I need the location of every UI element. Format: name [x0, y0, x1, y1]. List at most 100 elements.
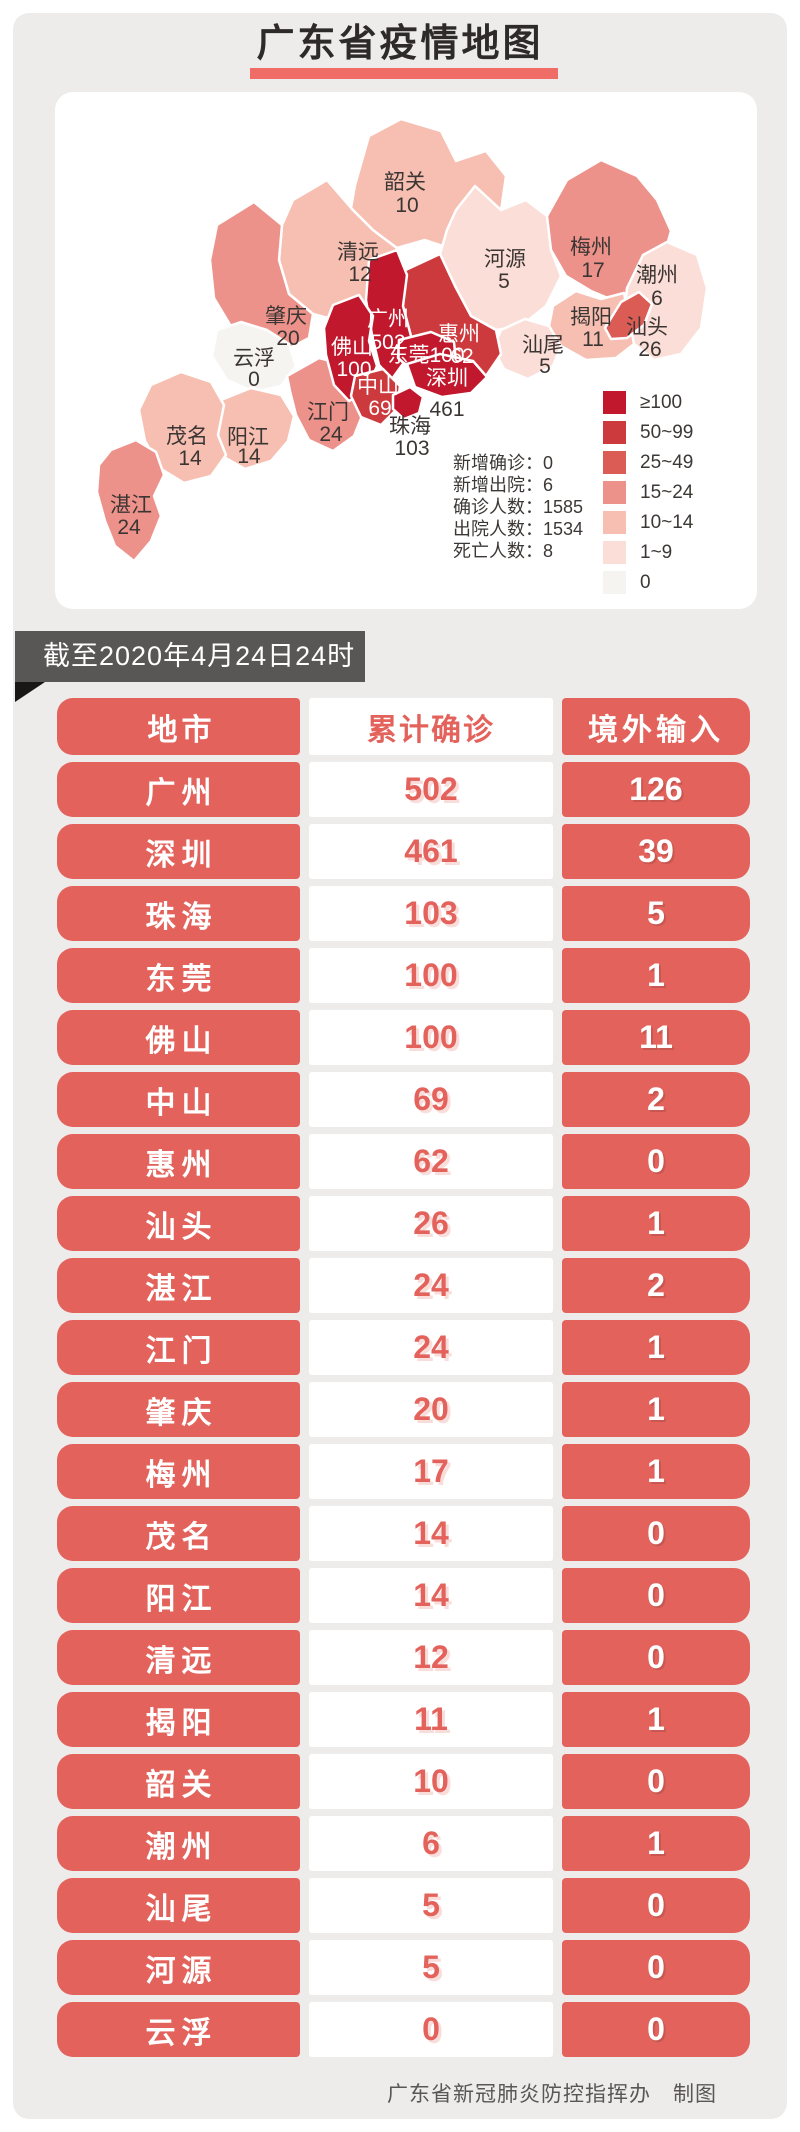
- city-name-cell: 东莞: [57, 948, 300, 1003]
- imported-cell: 0: [562, 1940, 750, 1995]
- city-name-cell: 惠州: [57, 1134, 300, 1189]
- map-label-value: 502: [370, 331, 405, 354]
- region-zhuhai: [391, 385, 425, 421]
- map-label-value: 5: [498, 270, 510, 293]
- page-title: 广东省疫情地图: [256, 23, 544, 65]
- cases-table: 地市 累计确诊 境外输入 广州 502 126 深圳 461 39 珠海 103 5 东莞 100 1 佛山 1…: [57, 698, 750, 2064]
- table-row: 阳江 14 0: [57, 1568, 750, 1623]
- legend-swatch: [603, 451, 626, 474]
- table-row: 茂名 14 0: [57, 1506, 750, 1561]
- stat-line: 新增出院：6: [453, 475, 554, 495]
- city-name-cell: 珠海: [57, 886, 300, 941]
- stat-line: 确诊人数：1585: [453, 497, 584, 517]
- legend-label: 50~99: [640, 421, 694, 443]
- date-banner: 截至2020年4月24日24时: [15, 631, 365, 682]
- map-label-value: 24: [319, 423, 343, 446]
- city-name-cell: 阳江: [57, 1568, 300, 1623]
- imported-cell: 0: [562, 1506, 750, 1561]
- confirmed-cell: 502: [309, 762, 553, 817]
- map-label-name: 潮州: [636, 264, 678, 287]
- region-yangjiang: [205, 386, 296, 471]
- city-name-cell: 肇庆: [57, 1382, 300, 1437]
- table-row: 江门 24 1: [57, 1320, 750, 1375]
- confirmed-cell: 11: [309, 1692, 553, 1747]
- confirmed-cell: 0: [309, 2002, 553, 2057]
- map-label-name: 汕尾: [522, 334, 564, 357]
- map-label-name: 深圳: [426, 367, 468, 390]
- map-label-value: 69: [368, 397, 391, 420]
- map-label-value: 103: [394, 437, 429, 460]
- map-label-value: 14: [178, 447, 202, 470]
- city-name-cell: 韶关: [57, 1754, 300, 1809]
- city-name-cell: 江门: [57, 1320, 300, 1375]
- table-header-row: 地市 累计确诊 境外输入: [57, 698, 750, 755]
- map-label-value: 20: [276, 327, 299, 350]
- city-name-cell: 揭阳: [57, 1692, 300, 1747]
- legend-swatch: [603, 421, 626, 444]
- map-label-name: 云浮: [233, 347, 275, 370]
- map-label-value: 10: [395, 194, 418, 217]
- stat-line: 新增确诊：0: [453, 453, 554, 473]
- table-row: 汕尾 5 0: [57, 1878, 750, 1933]
- legend-item: 0: [603, 571, 693, 594]
- legend-label: 15~24: [640, 481, 694, 503]
- table-row: 广州 502 126: [57, 762, 750, 817]
- header-confirmed: 累计确诊: [309, 698, 553, 755]
- summary-stats: 新增确诊：0 新增出院：6 确诊人数：1585 出院人数：1534 死亡人数：8: [453, 452, 583, 562]
- legend-label: 10~14: [640, 511, 694, 533]
- confirmed-cell: 26: [309, 1196, 553, 1251]
- table-row: 湛江 24 2: [57, 1258, 750, 1313]
- confirmed-cell: 100: [309, 948, 553, 1003]
- imported-cell: 1: [562, 1692, 750, 1747]
- confirmed-cell: 24: [309, 1258, 553, 1313]
- map-label-name: 河源: [484, 248, 526, 271]
- confirmed-cell: 14: [309, 1506, 553, 1561]
- city-name-cell: 汕尾: [57, 1878, 300, 1933]
- imported-cell: 1: [562, 1382, 750, 1437]
- table-row: 东莞 100 1: [57, 948, 750, 1003]
- region-zhongshan: [349, 367, 402, 427]
- imported-cell: 11: [562, 1010, 750, 1065]
- header-city: 地市: [57, 698, 300, 755]
- stat-line: 死亡人数：8: [453, 541, 554, 561]
- confirmed-cell: 69: [309, 1072, 553, 1127]
- confirmed-cell: 12: [309, 1630, 553, 1685]
- imported-cell: 0: [562, 2002, 750, 2057]
- map-label-name-value: 东莞100: [387, 344, 464, 367]
- legend-item: 50~99: [603, 421, 693, 444]
- confirmed-cell: 6: [309, 1816, 553, 1871]
- region-shanwei: [491, 317, 563, 381]
- map-label-name: 茂名: [166, 425, 208, 448]
- map-label-name: 韶关: [384, 171, 426, 194]
- legend-swatch: [603, 571, 626, 594]
- legend-label: 0: [640, 571, 651, 593]
- imported-cell: 2: [562, 1072, 750, 1127]
- map-label-name: 广州: [367, 308, 409, 331]
- city-name-cell: 佛山: [57, 1010, 300, 1065]
- map-label-name: 清远: [337, 241, 379, 264]
- legend-swatch: [603, 511, 626, 534]
- title-underline: [250, 68, 558, 79]
- map-label-name: 惠州: [438, 323, 480, 346]
- legend-item: ≥100: [603, 391, 693, 414]
- map-regions: [95, 117, 709, 563]
- city-name-cell: 潮州: [57, 1816, 300, 1871]
- confirmed-cell: 24: [309, 1320, 553, 1375]
- map-label-name: 汕头: [626, 316, 668, 339]
- date-banner-text: 截至2020年4月24日24时: [43, 641, 356, 671]
- map-label-name: 梅州: [570, 236, 612, 259]
- imported-cell: 1: [562, 948, 750, 1003]
- confirmed-cell: 20: [309, 1382, 553, 1437]
- imported-cell: 1: [562, 1816, 750, 1871]
- map-label-value: 11: [582, 328, 604, 351]
- footer-credit: 广东省新冠肺炎防控指挥办 制图: [387, 2083, 717, 2106]
- map-card: 清远 12 韶关 10 河源 5 梅州 17 潮州 6 揭阳 11 汕尾 5 惠州 62 肇庆 20 云浮 0 江门 24…: [55, 92, 757, 609]
- map-label-value: 100: [336, 358, 371, 381]
- region-shenzhen: [405, 352, 489, 399]
- map-label-name: 揭阳: [570, 306, 612, 329]
- imported-cell: 0: [562, 1134, 750, 1189]
- table-row: 云浮 0 0: [57, 2002, 750, 2057]
